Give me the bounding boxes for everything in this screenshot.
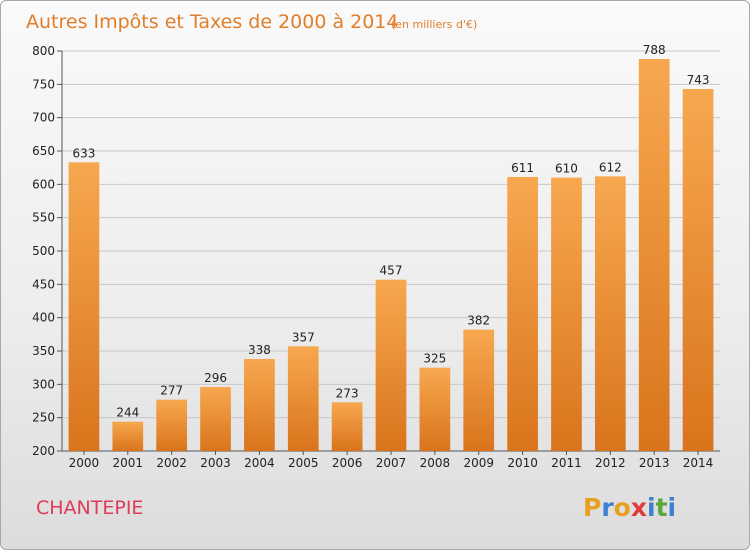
x-tick-label-2004: 2004 (244, 456, 275, 470)
y-tick-label: 500 (32, 244, 55, 258)
y-tick-labels: 200 250 300 350 400 450 500 550 600 650 700 750 800 (32, 44, 62, 458)
data-label-2014: 743 (687, 73, 710, 87)
y-tick-label: 250 (32, 411, 55, 425)
bar-2010 (507, 177, 538, 451)
bar-2001 (112, 421, 144, 451)
data-label-2007: 457 (380, 264, 403, 278)
y-tick-label: 750 (32, 77, 55, 91)
logo-letter: x (631, 493, 647, 522)
y-tick-label: 700 (32, 111, 55, 125)
x-tick-label-2001: 2001 (113, 456, 144, 470)
y-tick-label: 350 (32, 344, 55, 358)
data-label-2012: 612 (599, 160, 622, 174)
x-tick-label-2002: 2002 (156, 456, 187, 470)
data-label-2002: 277 (160, 384, 183, 398)
bars: 633 244 277 296 338 357 273 457 325 382 611 610 612 7… (68, 43, 714, 452)
y-tick-label: 300 (32, 377, 55, 391)
bar-2000 (68, 162, 100, 452)
x-tick-label-2003: 2003 (200, 456, 231, 470)
y-tick-label: 200 (32, 444, 55, 458)
commune-name: CHANTEPIE (36, 497, 143, 519)
y-tick-label: 450 (32, 277, 55, 291)
logo-letter: i (647, 493, 656, 522)
data-label-2011: 610 (555, 162, 578, 176)
data-label-2013: 788 (643, 43, 666, 57)
bar-2014 (682, 89, 714, 451)
bar-2013 (638, 59, 670, 451)
bar-2005 (287, 346, 319, 451)
bar-2002 (156, 399, 188, 451)
proxiti-logo: Proxiti (583, 493, 676, 522)
x-tick-label-2009: 2009 (463, 456, 494, 470)
bar-2007 (375, 279, 407, 451)
logo-letter: P (583, 493, 601, 522)
y-tick-label: 650 (32, 144, 55, 158)
bar-2008 (419, 367, 451, 451)
data-label-2006: 273 (336, 386, 359, 400)
bar-2009 (463, 329, 495, 451)
chart-title: Autres Impôts et Taxes de 2000 à 2014 (26, 11, 399, 33)
data-label-2009: 382 (467, 314, 490, 328)
logo-letter: r (601, 493, 614, 522)
x-tick-label-2005: 2005 (288, 456, 319, 470)
y-tick-label: 550 (32, 211, 55, 225)
x-tick-label-2007: 2007 (376, 456, 407, 470)
x-tick-label-2008: 2008 (420, 456, 451, 470)
data-label-2008: 325 (423, 352, 446, 366)
data-label-2004: 338 (248, 343, 271, 357)
data-label-2010: 611 (511, 161, 534, 175)
data-label-2005: 357 (292, 330, 315, 344)
chart-subtitle: (en milliers d'€) (391, 18, 477, 31)
bar-2006 (331, 402, 363, 451)
data-label-2000: 633 (72, 146, 95, 160)
x-tick-label-2014: 2014 (683, 456, 714, 470)
x-tick-label-2010: 2010 (507, 456, 538, 470)
x-tick-label-2013: 2013 (639, 456, 670, 470)
logo-letter: o (614, 493, 631, 522)
logo-letter: i (668, 493, 677, 522)
x-tick-label-2012: 2012 (595, 456, 626, 470)
y-tick-label: 800 (32, 44, 55, 58)
data-label-2001: 244 (116, 406, 139, 420)
bar-2003 (200, 387, 231, 451)
x-tick-label-2011: 2011 (551, 456, 582, 470)
logo-letter: t (656, 493, 668, 522)
bar-2011 (551, 177, 582, 451)
y-tick-label: 400 (32, 311, 55, 325)
bar-2004 (244, 359, 275, 451)
data-label-2003: 296 (204, 371, 227, 385)
x-tick-label-2000: 2000 (69, 456, 100, 470)
y-tick-label: 600 (32, 177, 55, 191)
bar-2012 (594, 176, 626, 452)
x-tick-labels: 2000 2001 2002 2003 2004 2005 2006 2007 2008 2009… (69, 451, 714, 470)
x-tick-label-2006: 2006 (332, 456, 363, 470)
